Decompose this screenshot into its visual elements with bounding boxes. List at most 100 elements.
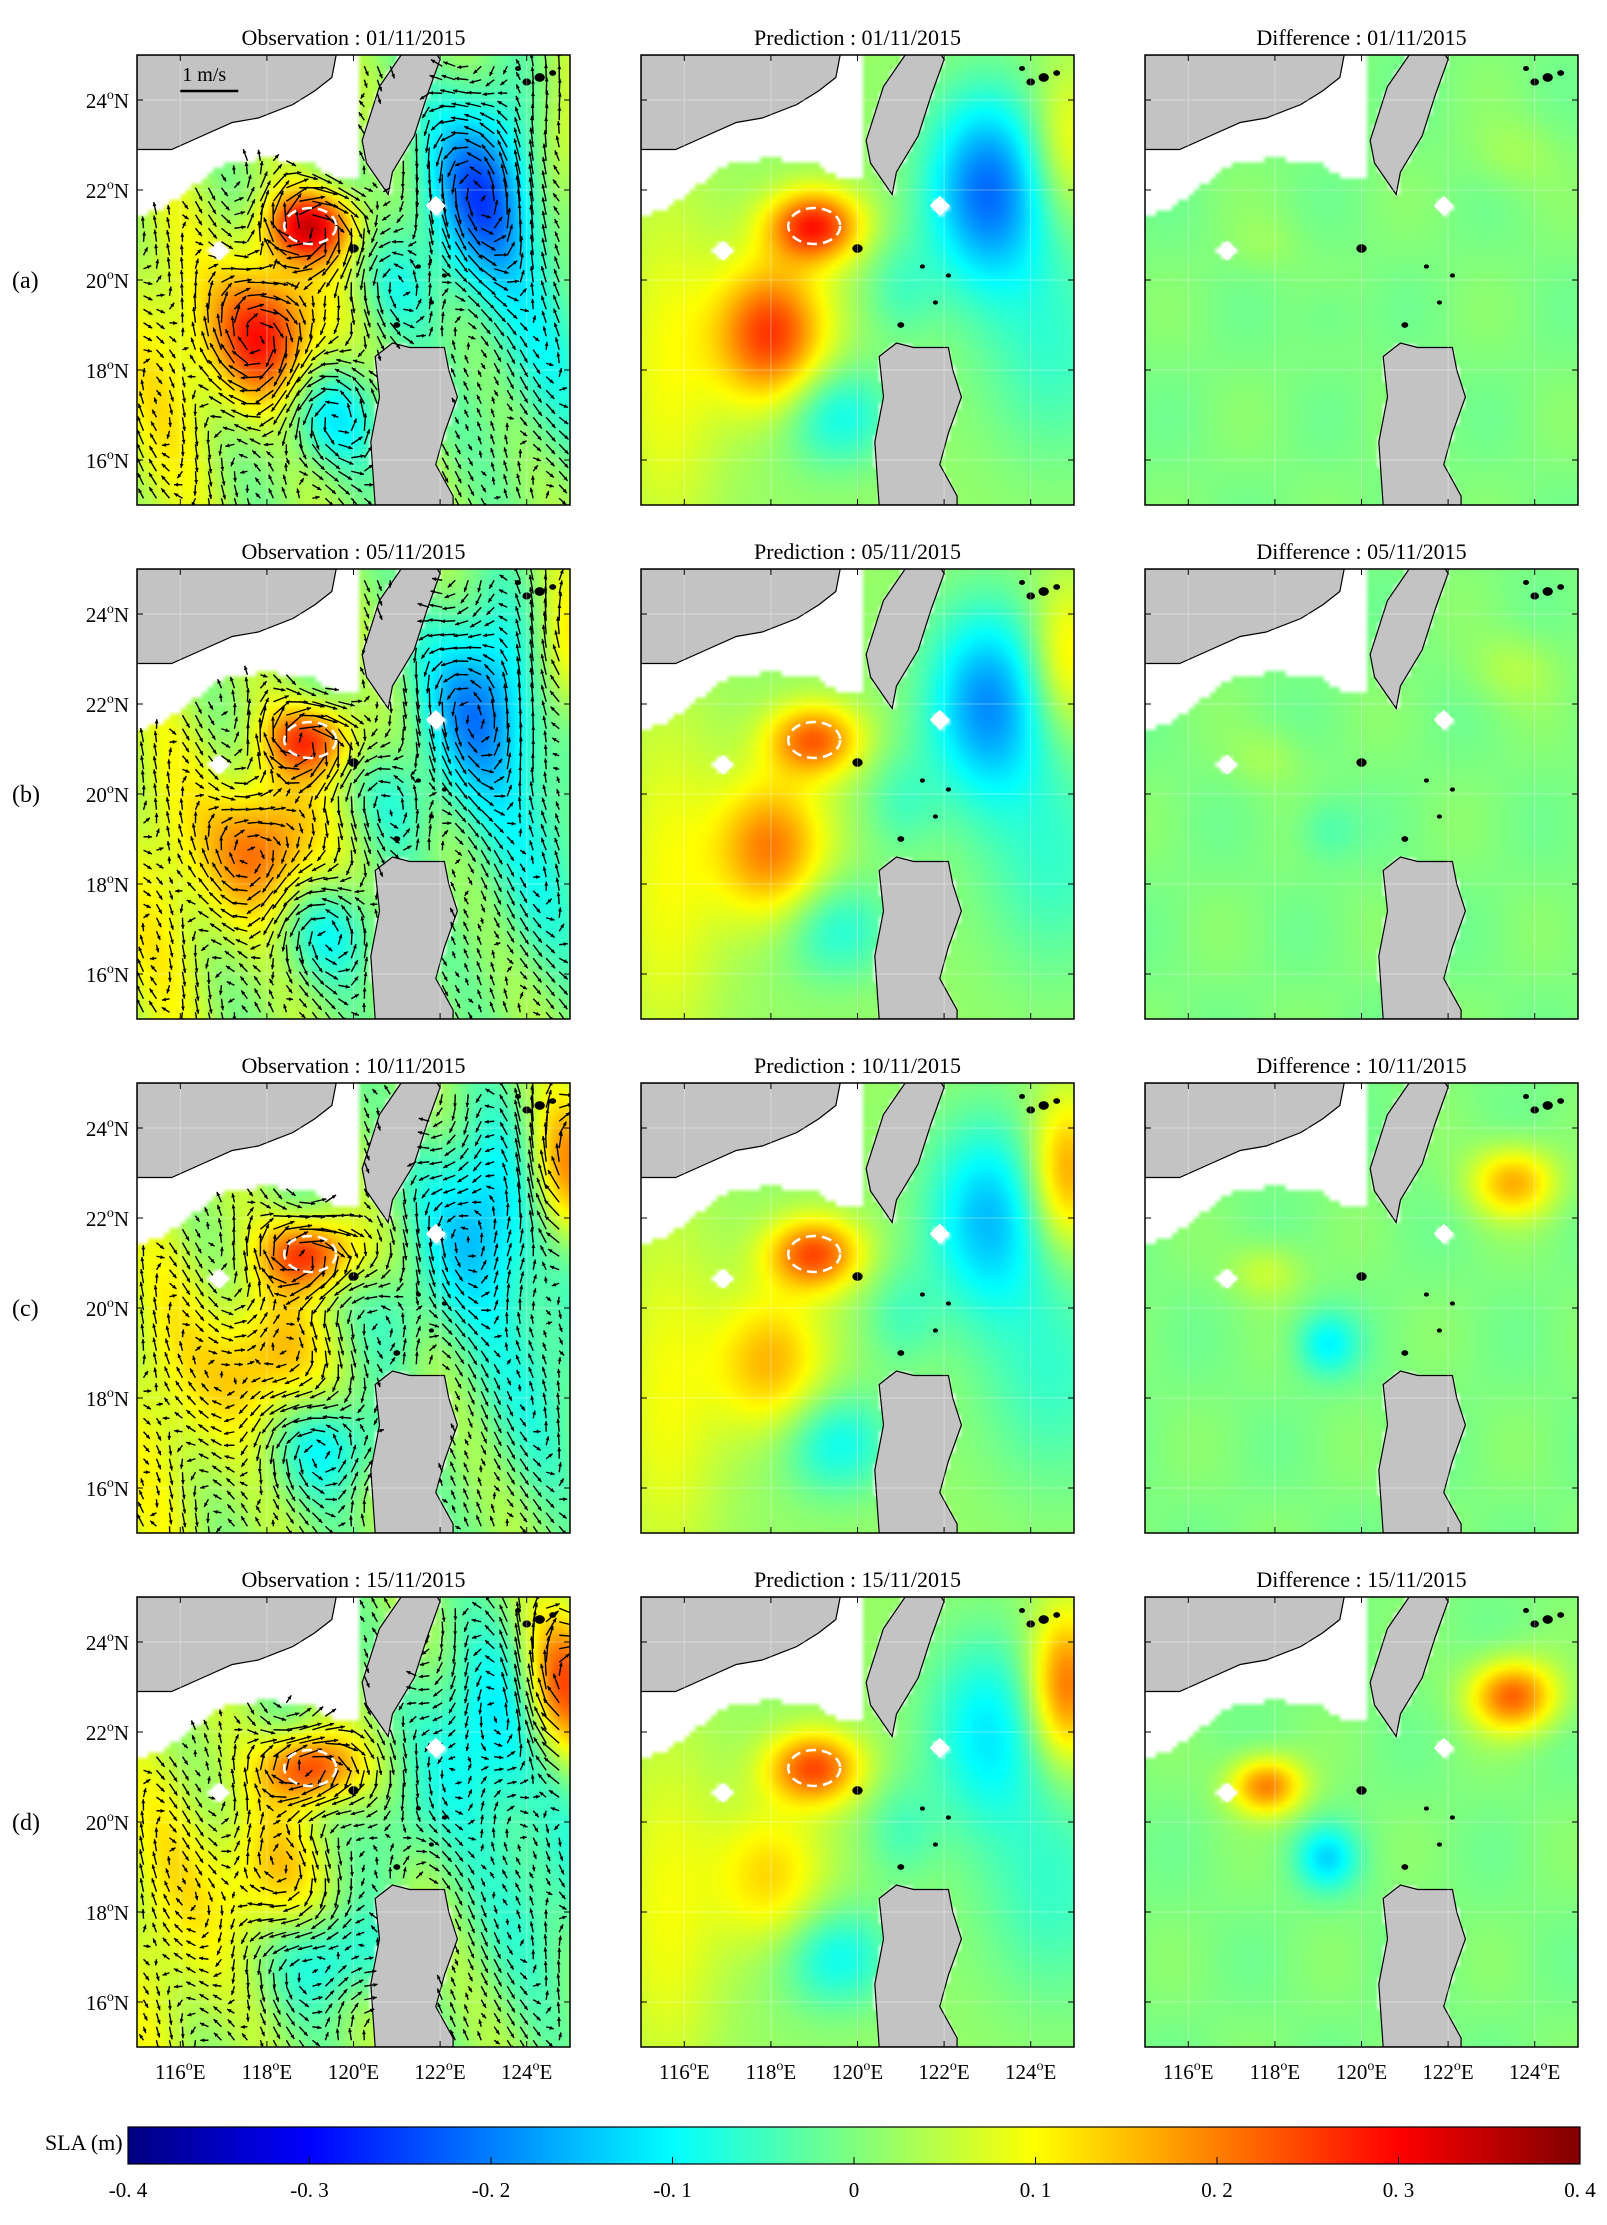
- arrow-head: [498, 344, 503, 350]
- arrow-head: [484, 1414, 488, 1420]
- arrow-head: [147, 834, 153, 839]
- arrow-head: [554, 231, 559, 237]
- velocity-arrow: [320, 1269, 339, 1290]
- arrow-head: [450, 116, 456, 121]
- arrow-head: [371, 238, 375, 243]
- arrow-head: [149, 1000, 153, 1006]
- arrow-head: [468, 1423, 473, 1428]
- arrow-head: [481, 1460, 486, 1466]
- arrow-head: [429, 650, 434, 654]
- arrow-head: [230, 797, 236, 801]
- arrow-head: [366, 429, 371, 434]
- station-marker: [1433, 709, 1454, 730]
- velocity-arrow: [283, 202, 288, 229]
- arrow-head: [452, 646, 457, 651]
- arrow-head: [199, 784, 204, 789]
- arrow-head: [191, 394, 196, 400]
- arrow-head: [452, 89, 458, 94]
- arrow-head: [485, 736, 490, 741]
- arrow-head: [499, 776, 505, 781]
- arrow-head: [337, 886, 343, 891]
- arrow-head: [167, 977, 172, 983]
- arrow-head: [339, 228, 345, 233]
- arrow-head: [476, 240, 481, 246]
- arrow-head: [180, 327, 185, 332]
- arrow-head: [281, 858, 285, 864]
- arrow-head: [227, 232, 232, 237]
- arrow-head: [318, 1476, 323, 1481]
- arrow-head: [339, 742, 345, 747]
- arrow-head: [240, 1394, 245, 1399]
- arrow-head: [153, 1285, 158, 1290]
- arrow-head: [540, 824, 545, 829]
- arrow-head: [447, 245, 451, 250]
- arrow-head: [289, 825, 295, 830]
- arrow-head: [444, 478, 449, 483]
- arrow-head: [227, 1297, 232, 1301]
- arrow-head: [520, 1271, 525, 1276]
- arrow-head: [510, 913, 515, 919]
- arrow-head: [333, 329, 338, 334]
- arrow-head: [272, 1472, 277, 1477]
- arrow-head: [429, 108, 434, 112]
- arrow-head: [553, 165, 558, 170]
- arrow-head: [263, 1327, 268, 1332]
- arrow-head: [137, 473, 142, 478]
- arrow-head: [543, 1406, 548, 1411]
- arrow-head: [235, 731, 239, 737]
- arrow-head: [485, 860, 490, 865]
- arrow-head: [405, 291, 411, 296]
- arrow-head: [470, 680, 475, 685]
- arrow-head: [417, 1305, 423, 1310]
- arrow-head: [476, 975, 481, 980]
- arrow-head: [348, 745, 353, 751]
- arrow-head: [538, 952, 543, 957]
- arrow-head: [198, 241, 204, 246]
- arrow-head: [399, 207, 403, 212]
- arrow-head: [352, 359, 358, 364]
- arrow-head: [303, 471, 308, 476]
- arrow-head: [497, 129, 501, 135]
- island-4: [393, 1350, 401, 1356]
- velocity-arrow: [285, 376, 300, 400]
- land-mass-2: [361, 1083, 441, 1225]
- arrow-head: [332, 706, 338, 710]
- arrow-head: [198, 220, 202, 226]
- arrow-head: [367, 745, 372, 750]
- arrow-head: [465, 978, 469, 983]
- arrow-head: [282, 202, 287, 207]
- arrow-head: [557, 92, 562, 97]
- arrow-head: [143, 800, 147, 806]
- arrow-head: [182, 398, 187, 403]
- arrow-head: [324, 762, 329, 767]
- arrow-head: [467, 1434, 472, 1439]
- arrow-head: [549, 473, 554, 478]
- arrow-head: [166, 841, 171, 846]
- arrow-head: [173, 482, 179, 487]
- arrow-head: [224, 951, 230, 956]
- arrow-head: [482, 487, 486, 493]
- arrow-head: [157, 922, 162, 928]
- arrow-head: [378, 615, 383, 620]
- arrow-head: [498, 615, 504, 620]
- arrow-head: [227, 283, 232, 288]
- arrow-head: [360, 454, 365, 459]
- arrow-head: [139, 391, 143, 396]
- arrow-head: [440, 840, 445, 846]
- arrow-head: [303, 178, 309, 183]
- velocity-arrow: [350, 214, 363, 239]
- arrow-head: [410, 771, 415, 776]
- arrow-head: [342, 262, 347, 267]
- arrow-head: [246, 688, 250, 693]
- arrow-head: [443, 1498, 448, 1503]
- arrow-head: [500, 811, 505, 816]
- arrow-head: [227, 1350, 232, 1355]
- arrow-head: [153, 783, 157, 788]
- arrow-head: [236, 439, 242, 443]
- arrow-head: [166, 771, 171, 776]
- arrow-head: [169, 1507, 174, 1512]
- arrow-head: [228, 1337, 234, 1342]
- arrow-head: [417, 1269, 421, 1275]
- arrow-head: [357, 905, 362, 911]
